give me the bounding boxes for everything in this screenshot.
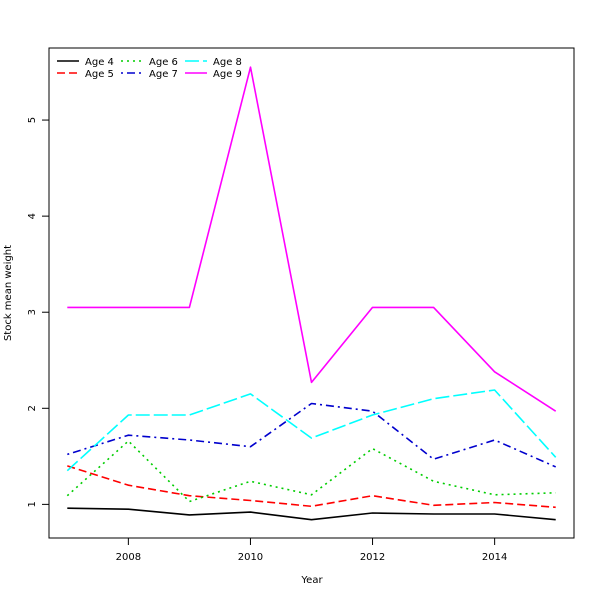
series-line-age-9	[67, 66, 557, 412]
legend-item: Age 9	[185, 69, 242, 80]
series-line-age-6	[66, 440, 556, 503]
legend-label: Age 8	[213, 57, 242, 68]
x-axis: 2008 2010 2012 2014	[116, 537, 507, 563]
legend-label: Age 4	[85, 57, 114, 68]
legend-item: Age 5	[57, 69, 114, 80]
legend-item: Age 6	[121, 57, 178, 68]
legend-label: Age 9	[213, 69, 242, 80]
legend-item: Age 7	[121, 69, 178, 80]
legend-label: Age 6	[149, 57, 178, 68]
y-tick-label: 3	[27, 309, 38, 315]
x-tick-label: 2014	[482, 552, 507, 563]
y-tick-label: 1	[27, 501, 38, 507]
plot-frame	[48, 47, 575, 539]
x-tick-label: 2012	[360, 552, 385, 563]
series-line-age-8	[66, 389, 557, 472]
x-tick-label: 2008	[116, 552, 141, 563]
y-tick-label: 2	[27, 405, 38, 411]
series-layer	[66, 66, 557, 521]
x-tick-label: 2010	[238, 552, 263, 563]
y-axis-title: Stock mean weight	[3, 245, 14, 341]
legend-item: Age 4	[57, 57, 114, 68]
legend-label: Age 7	[149, 69, 178, 80]
x-axis-title: Year	[300, 575, 323, 586]
y-axis: 1 2 3 4 5	[27, 117, 50, 508]
series-line-age-7	[67, 402, 557, 468]
y-tick-label: 5	[27, 117, 38, 123]
series-line-age-5	[67, 465, 556, 509]
legend-label: Age 5	[85, 69, 114, 80]
y-tick-label: 4	[27, 213, 38, 219]
series-line-age-4	[67, 507, 556, 521]
legend-item: Age 8	[185, 57, 242, 68]
